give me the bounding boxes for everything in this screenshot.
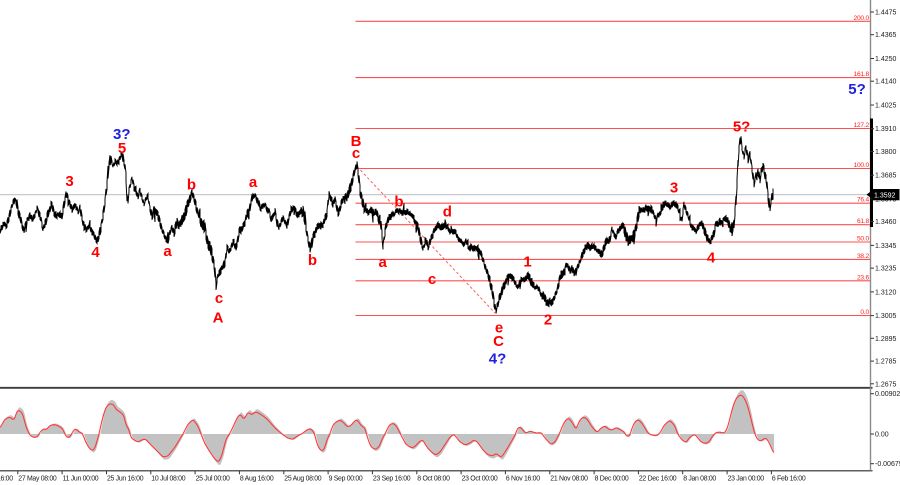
svg-text:11 Jun 00:00: 11 Jun 00:00 — [63, 476, 99, 483]
svg-text:8 Jan 08:00: 8 Jan 08:00 — [683, 476, 716, 483]
svg-text:4: 4 — [707, 249, 716, 266]
svg-text:e: e — [495, 319, 503, 336]
svg-text:3?: 3? — [113, 126, 131, 143]
svg-text:9 Sep 00:00: 9 Sep 00:00 — [329, 476, 363, 483]
svg-text:c: c — [428, 271, 436, 288]
svg-text:5?: 5? — [848, 81, 866, 98]
svg-text:d: d — [443, 203, 452, 220]
svg-text:127.2: 127.2 — [853, 122, 869, 129]
svg-text:25 Jul 00:00: 25 Jul 00:00 — [196, 476, 230, 483]
svg-text:50.0: 50.0 — [857, 236, 870, 243]
svg-text:38.2: 38.2 — [857, 253, 870, 260]
svg-text:21 Nov 08:00: 21 Nov 08:00 — [550, 476, 588, 483]
svg-text:0.00902: 0.00902 — [875, 391, 900, 398]
svg-text:1.2785: 1.2785 — [875, 359, 897, 366]
svg-text:a: a — [163, 243, 172, 260]
svg-text:22 Dec 16:00: 22 Dec 16:00 — [639, 476, 677, 483]
svg-text:1.4365: 1.4365 — [875, 32, 897, 39]
svg-text:23.6: 23.6 — [857, 274, 870, 281]
svg-text:10 Jul 08:00: 10 Jul 08:00 — [151, 476, 185, 483]
svg-text:1.4475: 1.4475 — [875, 10, 897, 17]
svg-text:c: c — [352, 145, 360, 162]
svg-text:4: 4 — [91, 244, 100, 261]
svg-text:1.4250: 1.4250 — [875, 56, 897, 63]
svg-text:8 Dec 00:00: 8 Dec 00:00 — [595, 476, 629, 483]
svg-text:76.4: 76.4 — [857, 197, 870, 204]
svg-text:1.2895: 1.2895 — [875, 336, 897, 343]
svg-text:6 Feb 16:00: 6 Feb 16:00 — [772, 476, 806, 483]
svg-text:C: C — [493, 333, 504, 350]
svg-text:B: B — [351, 133, 362, 150]
svg-text:-0.00679: -0.00679 — [875, 461, 900, 468]
svg-text:25 Aug 08:00: 25 Aug 08:00 — [284, 476, 321, 483]
svg-text:0.0: 0.0 — [860, 309, 869, 316]
svg-text:25 Jun 16:00: 25 Jun 16:00 — [107, 476, 144, 483]
svg-text:1.3685: 1.3685 — [875, 173, 897, 180]
svg-text:1.3005: 1.3005 — [875, 313, 897, 320]
svg-text:200.0: 200.0 — [853, 15, 869, 22]
svg-text:1.3592: 1.3592 — [874, 192, 896, 199]
svg-text:100.0: 100.0 — [853, 162, 869, 169]
svg-text:c: c — [215, 290, 223, 307]
svg-text:2: 2 — [544, 311, 552, 328]
svg-text:5: 5 — [118, 140, 126, 157]
svg-text:0.00: 0.00 — [875, 432, 889, 439]
svg-text:b: b — [394, 193, 403, 210]
svg-text:5?: 5? — [733, 118, 751, 135]
svg-text:a: a — [249, 174, 258, 191]
svg-text:61.8: 61.8 — [857, 218, 870, 225]
svg-text:1.3120: 1.3120 — [875, 289, 897, 296]
svg-text:8 Aug 16:00: 8 Aug 16:00 — [240, 476, 274, 483]
svg-text:161.8: 161.8 — [853, 71, 869, 78]
svg-text:1.3910: 1.3910 — [875, 126, 897, 133]
svg-text:4?: 4? — [489, 350, 507, 367]
svg-text:23 Sep 16:00: 23 Sep 16:00 — [373, 476, 411, 483]
svg-text:1.3235: 1.3235 — [875, 266, 897, 273]
svg-text:23 Oct 00:00: 23 Oct 00:00 — [462, 476, 498, 483]
svg-text:A: A — [213, 309, 224, 326]
svg-text:1.3460: 1.3460 — [875, 219, 897, 226]
svg-text:1.3800: 1.3800 — [875, 149, 897, 156]
svg-text:6 Nov 16:00: 6 Nov 16:00 — [506, 476, 540, 483]
svg-text:16:00: 16:00 — [0, 476, 13, 483]
svg-text:3: 3 — [670, 179, 678, 196]
svg-text:1: 1 — [523, 253, 531, 270]
svg-text:8 Oct 08:00: 8 Oct 08:00 — [417, 476, 450, 483]
svg-text:a: a — [379, 254, 388, 271]
svg-text:b: b — [308, 252, 317, 269]
svg-text:27 May 08:00: 27 May 08:00 — [18, 476, 57, 483]
svg-text:1.4140: 1.4140 — [875, 79, 897, 86]
svg-text:b: b — [187, 176, 196, 193]
svg-text:1.3345: 1.3345 — [875, 243, 897, 250]
svg-text:1.4025: 1.4025 — [875, 103, 897, 110]
svg-text:23 Jan 00:00: 23 Jan 00:00 — [728, 476, 765, 483]
svg-text:3: 3 — [65, 173, 73, 190]
svg-text:1.2675: 1.2675 — [875, 381, 897, 388]
